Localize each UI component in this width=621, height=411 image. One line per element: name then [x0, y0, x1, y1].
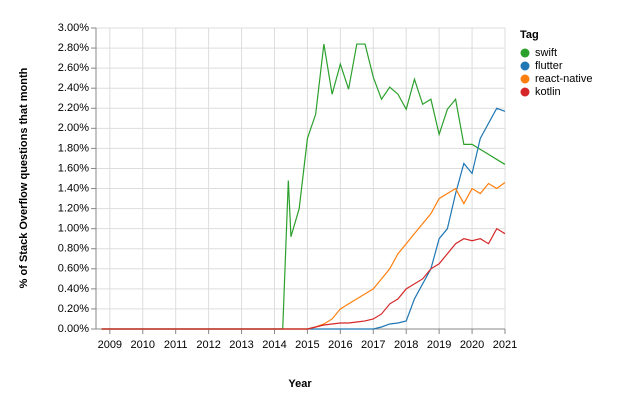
series-line [101, 182, 506, 330]
y-tick-label: 2.60% [58, 62, 89, 74]
y-tick-label: 0.60% [58, 263, 89, 275]
y-tick-label: 2.40% [58, 82, 89, 94]
y-tick-label: 0.00% [58, 323, 89, 335]
x-tick-label: 2016 [328, 339, 352, 351]
legend-symbol [520, 87, 530, 97]
series-line [101, 43, 506, 330]
y-tick-label: 0.40% [58, 283, 89, 295]
x-tick-label: 2015 [295, 339, 319, 351]
legend-label: kotlin [535, 86, 561, 98]
x-tick-label: 2019 [427, 339, 451, 351]
y-tick-label: 2.00% [58, 122, 89, 134]
y-tick-label: 0.20% [58, 303, 89, 315]
y-tick-label: 1.40% [58, 182, 89, 194]
x-axis-title: Year [288, 378, 312, 390]
y-tick-label: 1.60% [58, 162, 89, 174]
x-tick-label: 2021 [493, 339, 517, 351]
series-line [101, 107, 506, 330]
y-tick-label: 2.80% [58, 42, 89, 54]
y-tick-label: 1.00% [58, 223, 89, 235]
legend-label: react-native [535, 73, 592, 85]
series-line [101, 227, 506, 330]
x-tick-label: 2018 [394, 339, 418, 351]
y-tick-label: 2.20% [58, 102, 89, 114]
x-tick-label: 2020 [460, 339, 484, 351]
legend-symbol [520, 74, 530, 84]
x-tick-label: 2014 [262, 339, 286, 351]
y-tick-label: 0.80% [58, 243, 89, 255]
x-tick-label: 2010 [131, 339, 155, 351]
x-tick-label: 2017 [361, 339, 385, 351]
x-tick-label: 2009 [98, 339, 122, 351]
y-axis-title: % of Stack Overflow questions that month [18, 67, 30, 288]
legend-title: Tag [520, 29, 539, 41]
y-tick-label: 3.00% [58, 22, 89, 34]
legend-symbol [520, 61, 530, 71]
legend-label: flutter [535, 60, 563, 72]
legend-label: swift [535, 47, 557, 59]
y-tick-label: 1.80% [58, 142, 89, 154]
x-tick-label: 2012 [196, 339, 220, 351]
x-tick-label: 2013 [229, 339, 253, 351]
legend-symbol [520, 48, 530, 58]
x-tick-label: 2011 [164, 339, 188, 351]
y-tick-label: 1.20% [58, 203, 89, 215]
